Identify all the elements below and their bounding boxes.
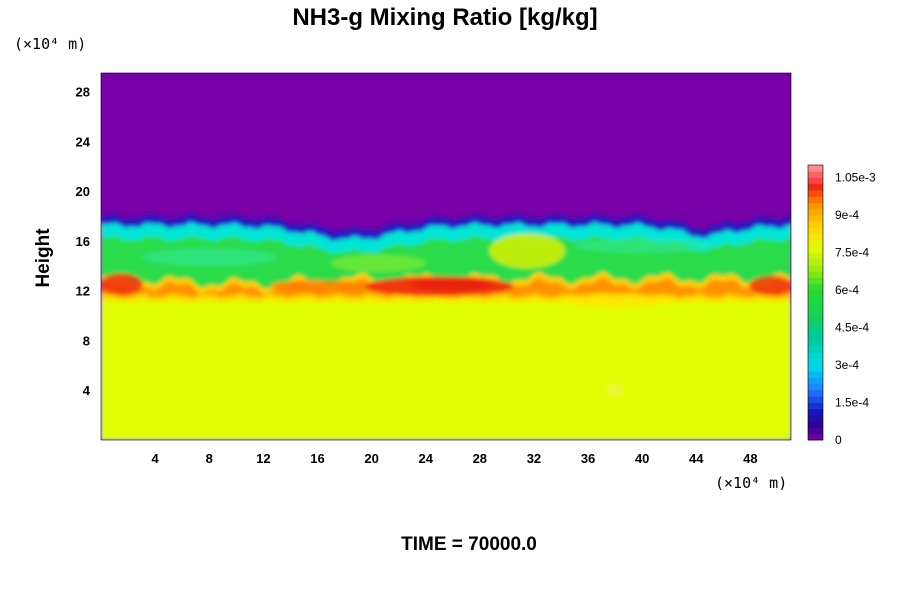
colorbar-segment	[808, 202, 823, 210]
colorbar-segment	[808, 171, 823, 178]
colorbar-segment	[808, 240, 823, 247]
y-tick-label: 28	[76, 85, 90, 100]
x-tick-label: 12	[256, 451, 270, 466]
colorbar-segment	[808, 177, 823, 185]
colorbar-segment	[808, 165, 823, 172]
colorbar-segment	[808, 265, 823, 272]
y-tick-labels: 4 8 12 16 20 24 28	[76, 85, 91, 399]
colorbar-segment	[808, 321, 823, 328]
colorbar-segment	[808, 377, 823, 385]
region-cyan-streak-2	[574, 238, 710, 254]
region-cyan-streak-1	[141, 248, 277, 266]
colorbar-segment	[808, 402, 823, 410]
colorbar-tick-label: 7.5e-4	[835, 246, 869, 260]
colorbar-segment	[808, 246, 823, 253]
colorbar-tick-label: 9e-4	[835, 208, 859, 222]
colorbar-segment	[808, 346, 823, 353]
colorbar-segment	[808, 371, 823, 378]
y-tick-label: 24	[76, 134, 91, 149]
colorbar-tick-label: 3e-4	[835, 358, 859, 372]
colorbar-segment	[808, 290, 823, 297]
x-tick-label: 24	[418, 451, 433, 466]
y-tick-label: 16	[76, 234, 90, 249]
colorbar-segment	[808, 365, 823, 372]
colorbar-segment	[808, 421, 823, 428]
colorbar-segment	[808, 227, 823, 235]
x-tick-label: 32	[527, 451, 541, 466]
colorbar-segment	[808, 221, 823, 228]
colorbar-segment	[808, 433, 823, 441]
colorbar-segment	[808, 296, 823, 303]
colorbar-segment	[808, 271, 823, 278]
x-tick-label: 4	[152, 451, 160, 466]
colorbar-tick-label: 1.05e-3	[835, 171, 876, 185]
time-footer: TIME = 70000.0	[401, 534, 537, 555]
region-red-core-inner	[412, 278, 494, 291]
region-orange-spot	[270, 280, 365, 292]
colorbar-tick-label: 4.5e-4	[835, 321, 869, 335]
colorbar-segment	[808, 190, 823, 197]
x-tick-label: 40	[635, 451, 649, 466]
x-tick-labels: 4 8 12 16 20 24 28 32 36 40 44 48	[152, 451, 758, 466]
region-red-right	[749, 275, 791, 296]
colorbar-segment	[808, 283, 823, 291]
x-tick-label: 48	[743, 451, 757, 466]
colorbar-frame	[807, 164, 824, 441]
colorbar-tick-label: 1.5e-4	[835, 396, 869, 410]
x-tick-label: 16	[310, 451, 324, 466]
colorbar-segment	[808, 340, 823, 347]
colorbar-segment	[808, 352, 823, 360]
colorbar-segment	[808, 315, 823, 322]
colorbar-segment	[808, 258, 823, 266]
colorbar-segment	[808, 208, 823, 216]
x-tick-label: 8	[206, 451, 213, 466]
region-red-left	[101, 273, 143, 296]
colorbar-segment	[808, 415, 823, 422]
plot-area	[101, 73, 791, 440]
region-lower-layer	[101, 297, 791, 440]
x-tick-label: 44	[689, 451, 704, 466]
heatmap-field	[101, 73, 791, 440]
colorbar-segment	[808, 396, 823, 403]
y-tick-label: 4	[83, 383, 91, 398]
x-tick-label: 20	[364, 451, 378, 466]
colorbar-segment	[808, 358, 823, 366]
colorbar-segment	[808, 215, 823, 222]
region-lime-patch	[331, 254, 426, 273]
colorbar-tick-labels: 0 1.5e-4 3e-4 4.5e-4 6e-4 7.5e-4 9e-4 1.05e-3	[835, 171, 876, 448]
y-tick-label: 12	[76, 284, 90, 299]
colorbar-segment	[808, 308, 823, 316]
region-yellow-tongue	[561, 293, 670, 309]
colorbar-segment	[808, 196, 823, 203]
region-yellow-plume	[489, 233, 566, 269]
colorbar-segment	[808, 408, 823, 416]
x-tick-label: 28	[473, 451, 487, 466]
colorbar-segment	[808, 427, 823, 435]
y-tick-label: 20	[76, 184, 90, 199]
colorbar-segment	[808, 233, 823, 241]
region-orange-streak	[101, 277, 791, 298]
x-unit-label: (×10⁴ m)	[715, 474, 787, 492]
y-tick-label: 8	[83, 333, 90, 348]
colorbar-segment	[808, 383, 823, 391]
plot-frame	[100, 72, 792, 441]
colorbar-segment	[808, 327, 823, 335]
colorbar-segment	[808, 333, 823, 341]
colorbar-tick-label: 6e-4	[835, 283, 859, 297]
colorbar-segment	[808, 252, 823, 260]
x-tick-label: 36	[581, 451, 595, 466]
colorbar-segment	[808, 183, 823, 191]
y-unit-label: (×10⁴ m)	[14, 35, 86, 53]
chart-title: NH3-g Mixing Ratio [kg/kg]	[292, 4, 597, 31]
region-cloud-top-haze	[101, 212, 791, 235]
colorbar	[807, 164, 824, 441]
colorbar-segment	[808, 390, 823, 397]
y-axis-label: Height	[33, 228, 54, 288]
region-small-spot	[607, 384, 624, 397]
colorbar-tick-label: 0	[835, 433, 842, 447]
colorbar-segment	[808, 277, 823, 285]
colorbar-segment	[808, 302, 823, 310]
